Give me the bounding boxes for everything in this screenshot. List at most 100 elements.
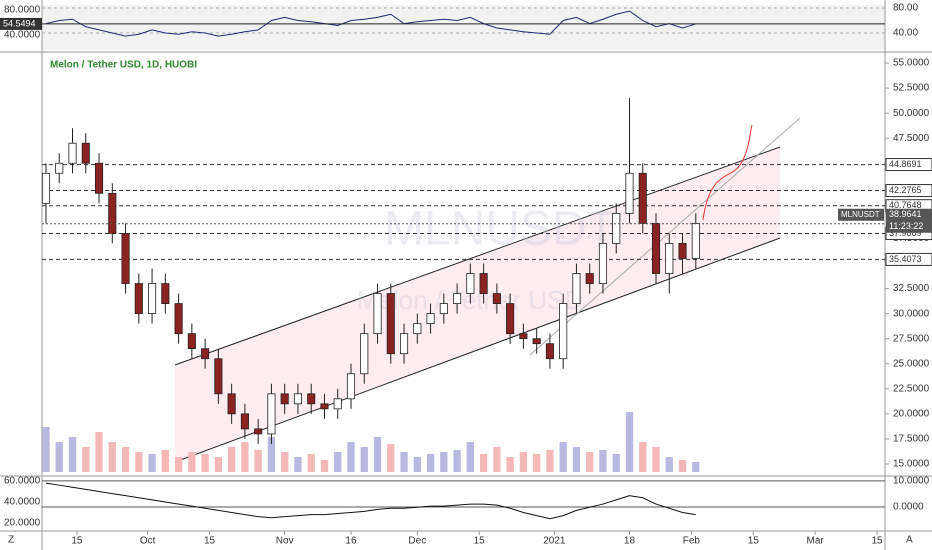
y-tick-label: 22.5000 — [893, 383, 930, 394]
volume-bar — [678, 460, 687, 472]
volume-bar — [426, 454, 435, 472]
candle-body — [373, 293, 382, 335]
candle-body — [466, 273, 475, 294]
candle-body — [280, 393, 289, 405]
y-tick-label: 20.0000 — [893, 408, 930, 419]
volume-bar — [625, 412, 634, 472]
price-label: 38.9641 — [889, 209, 922, 219]
candle-body — [492, 293, 501, 304]
volume-bar — [82, 447, 90, 472]
watermark: MLNUSDT — [384, 203, 616, 256]
volume-bar — [294, 457, 302, 472]
y-tick-label: 60.0000 — [4, 476, 41, 487]
candle-body — [519, 333, 528, 340]
candle-body — [68, 142, 77, 164]
candle-body — [201, 348, 210, 360]
x-tick-label: 15 — [748, 536, 760, 547]
x-tick-label: Oct — [140, 536, 156, 547]
channel-line — [174, 237, 781, 463]
candle-body — [426, 313, 435, 325]
volume-bar — [201, 454, 209, 472]
volume-bar — [440, 452, 448, 472]
y-tick-label: 50.0000 — [893, 108, 930, 119]
volume-bar — [559, 442, 567, 472]
volume-bar — [347, 442, 355, 472]
candle-body — [227, 393, 236, 415]
candle-body — [585, 273, 594, 284]
volume-bar — [307, 454, 315, 472]
volume-bar — [479, 454, 488, 472]
volume-bar — [546, 450, 554, 472]
candle-body — [240, 413, 249, 430]
volume-bar — [413, 457, 421, 472]
x-tick-label: 15 — [71, 536, 83, 547]
channel-fill — [175, 147, 780, 462]
y-tick-label: 25.0000 — [893, 358, 930, 369]
volume-bar — [400, 452, 408, 472]
x-tick-label: 18 — [624, 536, 636, 547]
x-tick-label: Mar — [807, 536, 825, 547]
corner: A — [906, 535, 913, 546]
candle-body — [254, 428, 263, 435]
volume-bar — [692, 462, 700, 472]
candle-body — [41, 172, 51, 204]
candle-body — [94, 162, 104, 194]
candle-body — [148, 283, 157, 315]
last-value-label: 54.5494 — [3, 18, 36, 28]
rsi-panel — [42, 5, 885, 50]
candle-body — [360, 333, 369, 375]
volume-bar — [533, 454, 541, 472]
x-tick-label: 15 — [474, 536, 486, 547]
series-line — [45, 10, 696, 37]
volume-bar — [387, 444, 395, 472]
candle-body — [121, 233, 130, 284]
y-tick-label: 17.5000 — [893, 434, 930, 445]
volume-bar — [466, 442, 474, 472]
volume-bar — [652, 447, 660, 472]
volume-bar — [121, 447, 130, 472]
volume-bar — [188, 452, 196, 472]
candle-body — [55, 162, 64, 174]
volume-bar — [267, 437, 276, 472]
candle-body — [320, 403, 329, 410]
level-label: 40.7648 — [889, 200, 922, 210]
volume-bar — [68, 437, 77, 472]
volume-bar — [360, 447, 368, 472]
volume-bar — [665, 457, 673, 472]
candle-body — [665, 243, 674, 274]
candle-body — [346, 373, 356, 400]
last-value-tag — [0, 17, 42, 30]
volume-bar — [135, 452, 143, 472]
y-tick-label: 47.5000 — [893, 133, 930, 144]
volume-bar — [174, 457, 183, 472]
y2-tick-label: 0.0000 — [893, 502, 924, 513]
candle-body — [187, 333, 196, 350]
volume-bar — [214, 457, 223, 472]
volume-bar — [334, 452, 342, 472]
candle-body — [413, 323, 422, 335]
corner: Z — [8, 535, 14, 546]
candle-body — [161, 283, 170, 304]
x-tick-label: Nov — [276, 536, 294, 547]
candle-body — [625, 172, 634, 214]
symbol-tag — [838, 208, 884, 221]
volume-bar — [572, 447, 581, 472]
candle-body — [572, 273, 581, 304]
candle-body — [267, 393, 276, 435]
candle-body — [545, 343, 554, 360]
candle-body — [439, 303, 448, 315]
candle-body — [651, 223, 661, 274]
trend-line — [529, 117, 801, 356]
candle-body — [293, 393, 302, 405]
volume-bar — [586, 452, 594, 472]
level-tag — [885, 252, 932, 266]
volume-bar — [373, 437, 382, 472]
volume-bar — [95, 432, 103, 472]
volume-bar — [493, 447, 501, 472]
x-tick-label: Feb — [683, 536, 701, 547]
level-label: 35.4073 — [889, 254, 922, 264]
candle-body — [559, 303, 568, 360]
x-tick-label: 2021 — [543, 536, 566, 547]
candle-body — [453, 293, 462, 304]
symbol-label: MLNUSDT — [841, 210, 880, 219]
